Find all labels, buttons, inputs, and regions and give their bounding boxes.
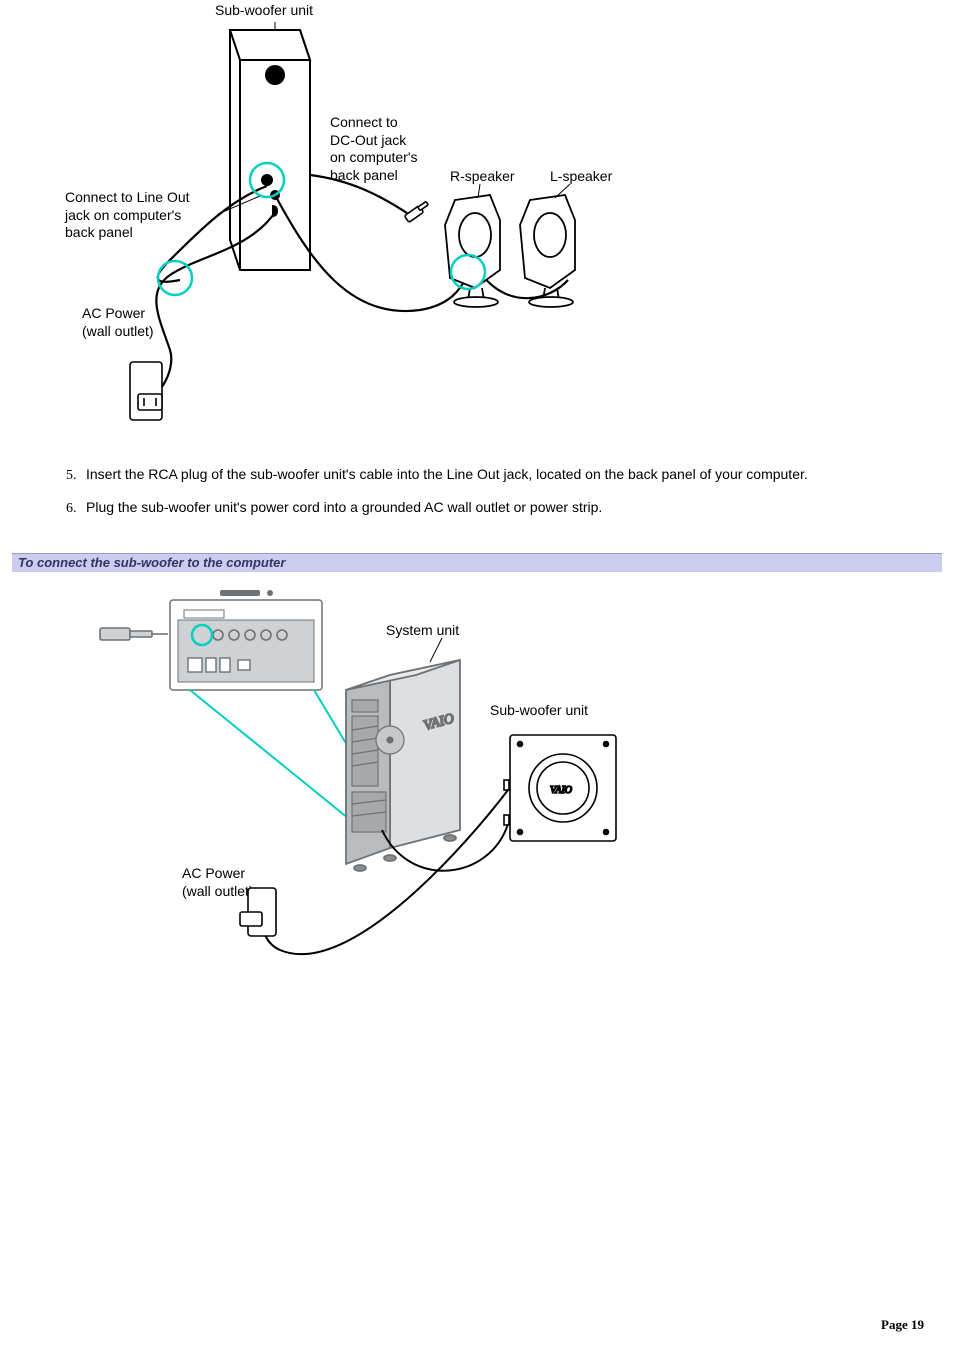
section-heading: To connect the sub-woofer to the compute… — [12, 553, 942, 572]
diagram-speaker-connection: Sub-woofer unit Connect to DC-Out jack o… — [50, 0, 690, 430]
speaker-diagram-svg — [50, 0, 690, 430]
document-page: Sub-woofer unit Connect to DC-Out jack o… — [0, 0, 954, 1351]
instruction-steps: Insert the RCA plug of the sub-woofer un… — [50, 465, 940, 531]
step-5: Insert the RCA plug of the sub-woofer un… — [80, 465, 940, 484]
page-number: Page 19 — [881, 1317, 924, 1333]
diagram-subwoofer-to-computer: System unit Sub-woofer unit AC Power (wa… — [90, 580, 650, 1000]
step-6: Plug the sub-woofer unit's power cord in… — [80, 498, 940, 517]
svg-text:VAIO: VAIO — [550, 785, 572, 796]
computer-diagram-svg: VAIO — [90, 580, 650, 1000]
